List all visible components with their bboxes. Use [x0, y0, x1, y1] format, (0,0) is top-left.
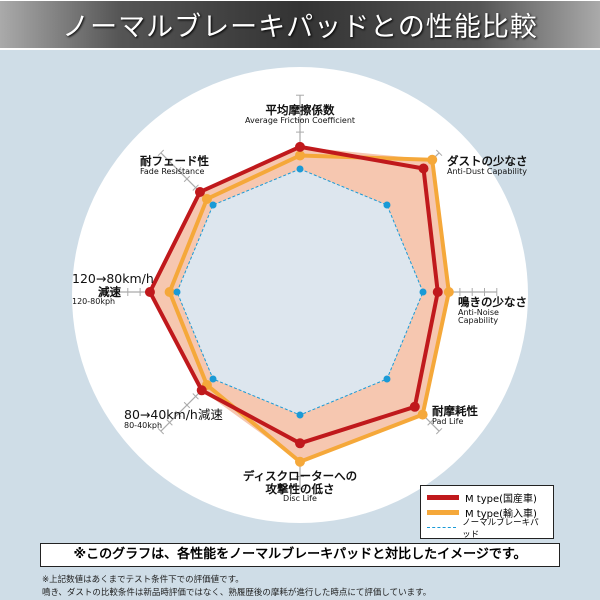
axis-label-jp: 攻撃性の低さ	[265, 481, 335, 496]
legend-swatch	[427, 527, 457, 528]
axis-tick	[175, 410, 182, 417]
axis-label-jp: 120→80km/h	[72, 271, 154, 286]
axis-label-jp: 減速	[98, 284, 121, 299]
axis-tick	[435, 149, 443, 157]
data-point	[383, 375, 391, 383]
data-point	[419, 288, 427, 296]
data-point	[164, 287, 175, 297]
axis-label-jp: 80→40km/h減速	[124, 407, 223, 422]
axis-label-friction: 平均摩擦係数 Average Friction Coefficient	[245, 104, 355, 125]
data-point	[427, 154, 438, 165]
data-point	[296, 165, 304, 173]
legend-label: M type(輸入車)	[465, 509, 537, 520]
title-bar: ノーマルブレーキパッドとの性能比較	[0, 0, 600, 50]
axis-label-jp: ディスクローターへの	[242, 469, 358, 483]
axis-tick	[435, 427, 443, 435]
data-point	[201, 193, 212, 204]
axis-tick	[157, 149, 165, 157]
data-point	[173, 288, 181, 296]
legend-label: ノーマルブレーキパッド	[462, 517, 539, 540]
axis-label-jp: 鳴きの少なさ	[458, 295, 527, 309]
data-point	[295, 456, 305, 467]
legend-item-import: M type(輸入車)	[427, 505, 547, 520]
footnote: ※上記数値はあくまでテスト条件下での評価値です。	[42, 575, 244, 585]
axis-label-80-40: 80→40km/h減速 80-40kph	[124, 408, 223, 431]
axis-tick	[166, 419, 173, 426]
data-point	[417, 409, 428, 420]
axis-tick	[175, 167, 182, 174]
radar-series	[144, 141, 454, 467]
data-point	[209, 201, 217, 209]
data-point	[209, 375, 217, 383]
axis-label-jp: 耐摩耗性	[432, 404, 478, 418]
axis-tick	[427, 419, 434, 426]
axis-label-fade: 耐フェード性 Fade Resistance	[140, 155, 209, 176]
axis-label-en: Pad Life	[432, 416, 464, 426]
comparison-note: ※このグラフは、各性能をノーマルブレーキパッドと対比したイメージです。	[40, 543, 560, 567]
axis-label-jp: 平均摩擦係数	[265, 103, 335, 117]
axis-label-dust: ダストの少なさ Anti-Dust Capability	[447, 155, 528, 176]
data-point	[295, 141, 305, 152]
legend-swatch	[427, 495, 459, 500]
axis-label-en: Anti-Dust Capability	[447, 166, 527, 176]
axis-label-jp: 耐フェード性	[140, 154, 209, 168]
axis-label-noise: 鳴きの少なさ Anti-Noise Capability	[458, 296, 527, 326]
data-point	[295, 150, 305, 161]
axis-label-en: Anti-Noise	[458, 307, 499, 317]
data-point	[144, 287, 155, 297]
legend-label: M type(国産車)	[465, 494, 537, 505]
data-point	[443, 287, 454, 297]
axis-tick	[166, 158, 173, 165]
axis-label-disc-life: ディスクローターへの 攻撃性の低さ Disc Life	[243, 470, 357, 504]
axis-tick	[183, 401, 191, 409]
axis-label-en: Capability	[458, 316, 499, 326]
axis-label-120-80: 120→80km/h 減速 120-80kph	[72, 272, 154, 307]
normal-pad-fill-area	[177, 169, 423, 415]
axis-label-en: Average Friction Coefficient	[244, 115, 356, 125]
data-point	[194, 186, 205, 197]
data-point	[383, 201, 391, 209]
axis-label-pad-life: 耐摩耗性 Pad Life	[432, 405, 478, 426]
data-point	[432, 287, 443, 297]
chart-legend: M type(国産車) M type(輸入車) ノーマルブレーキパッド	[420, 485, 554, 540]
legend-item-normal: ノーマルブレーキパッド	[427, 518, 547, 540]
axis-tick	[157, 427, 165, 435]
axis-label-en: Fade Resistance	[140, 166, 205, 176]
axis-tick	[192, 393, 199, 400]
axis-label-en: Disc Life	[283, 494, 317, 504]
data-point	[409, 401, 420, 412]
data-point	[295, 438, 305, 449]
axis-tick	[183, 175, 191, 183]
data-point	[418, 163, 429, 174]
legend-swatch	[427, 510, 459, 515]
axis-label-en: 120-80kph	[72, 297, 116, 307]
page-title: ノーマルブレーキパッドとの性能比較	[62, 12, 538, 43]
axis-label-jp: ダストの少なさ	[447, 154, 528, 168]
data-point	[196, 385, 207, 396]
axis-label-en: 80-40kph	[124, 420, 163, 430]
data-point	[296, 411, 304, 419]
axis-tick	[192, 184, 199, 191]
legend-item-domestic: M type(国産車)	[427, 490, 547, 505]
footnote: 鳴き、ダストの比較条件は新品時評価ではなく、熟履歴後の摩耗が進行した時点にて評価…	[42, 588, 432, 598]
